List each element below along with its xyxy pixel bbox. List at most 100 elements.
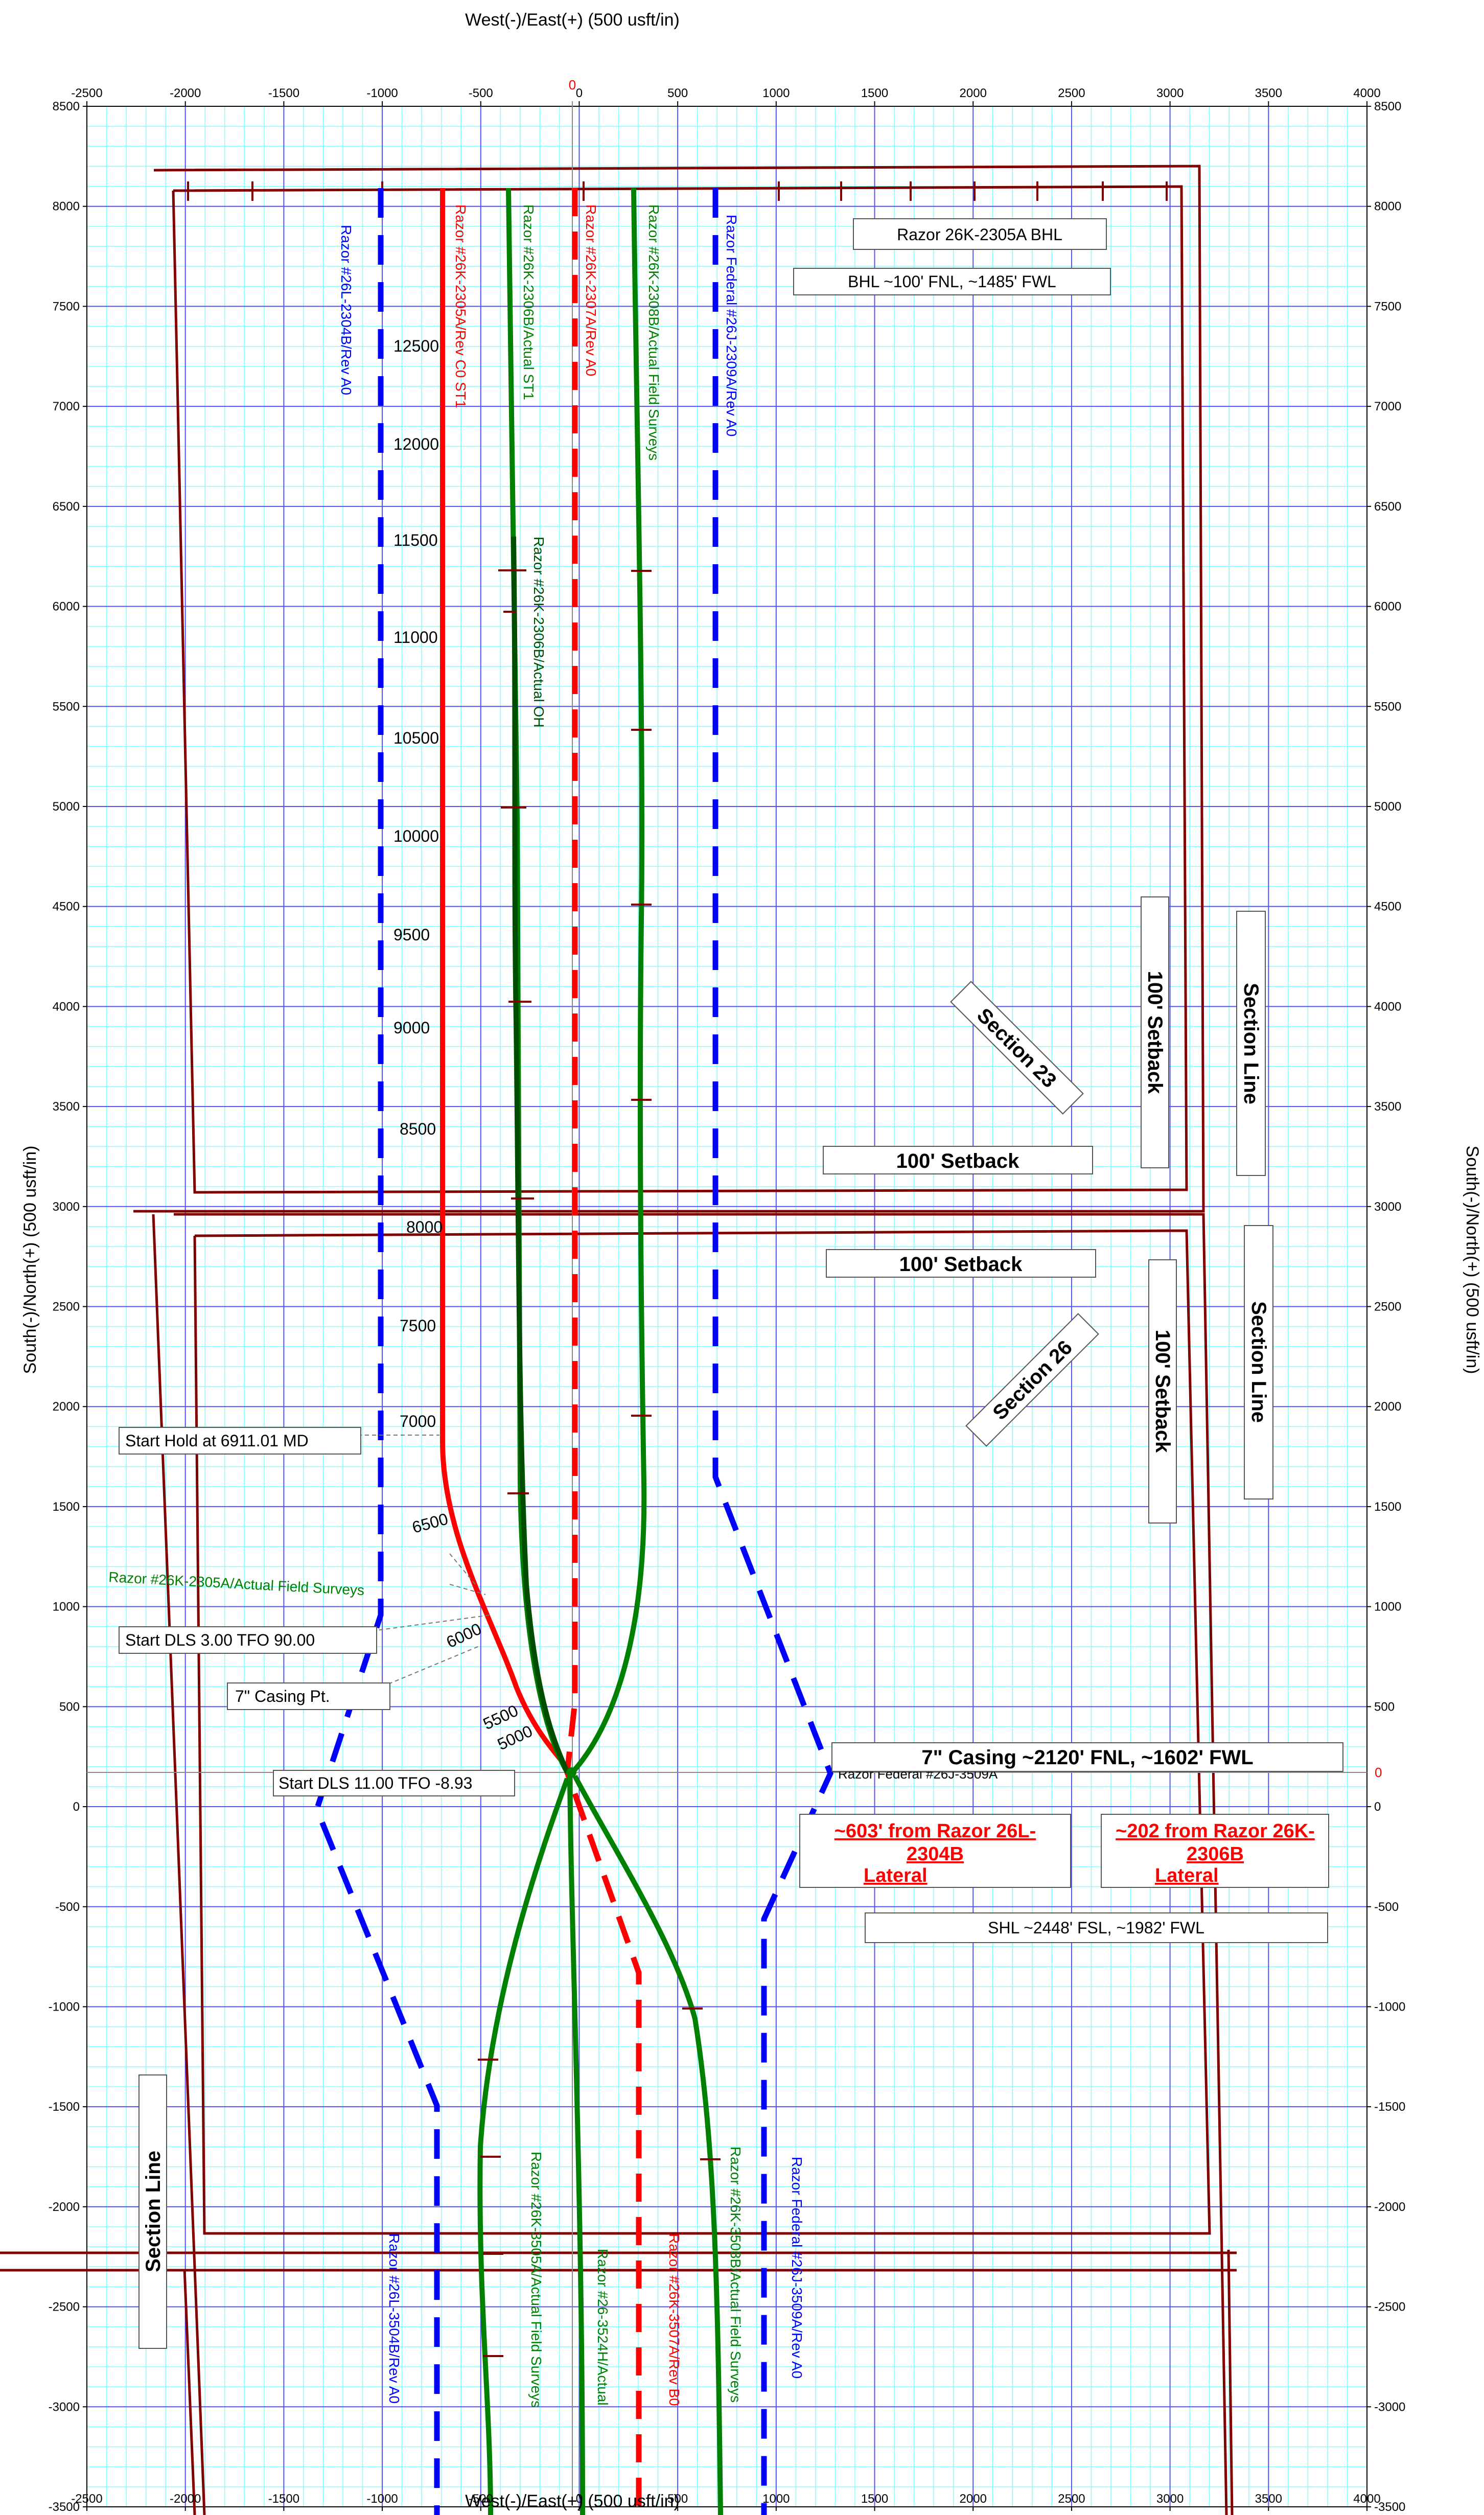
md-label-11000: 11000: [393, 628, 438, 647]
md-labels: 12500 12000 11500 11000 10500 10000 9500…: [393, 337, 535, 1753]
x-tick-label-bottom: 2000: [960, 2492, 987, 2506]
x-tick-label-bottom: 0: [576, 2492, 583, 2506]
wellbores: [314, 188, 833, 2515]
y-tick-label-right: 2500: [1374, 1300, 1401, 1314]
y-tick-label-left: 8000: [53, 200, 80, 214]
x-tick-label-top: -500: [469, 86, 493, 100]
y-tick-label-right: -1500: [1374, 2100, 1405, 2114]
y-tick-label-right: 4500: [1374, 900, 1401, 914]
y-tick-label-right: 3500: [1374, 1100, 1401, 1114]
start-hold-text: Start Hold at 6911.01 MD: [125, 1432, 309, 1450]
wellbore-tick-marks: [478, 569, 721, 2357]
y-tick-label-right: -2000: [1374, 2200, 1405, 2214]
section-line-label-3: Section Line: [142, 2151, 165, 2272]
y-tick-label-right: 500: [1374, 1700, 1395, 1714]
y-tick-label-left: -1000: [49, 2000, 80, 2014]
y-tick-label-right: -2500: [1374, 2300, 1405, 2314]
well-26k-2306b-oh-path: [511, 536, 570, 1773]
y-tick-label-right: 7500: [1374, 299, 1401, 313]
section-23-outer: [133, 165, 1205, 1213]
y-tick-label-left: 3000: [53, 1200, 80, 1214]
leader-lines: [357, 1435, 491, 1685]
section-23-setback: [172, 185, 1188, 1194]
label-26l-2304b: Razor #26L-2304B/Rev A0: [338, 225, 354, 395]
casing-location-text: 7" Casing ~2120' FNL, ~1602' FWL: [921, 1746, 1253, 1769]
md-label-9000: 9000: [393, 1019, 430, 1037]
label-26k-2306b-oh: Razor #26K-2306B/Actual OH: [531, 537, 547, 728]
x-tick-label-top: 500: [667, 86, 688, 100]
zero-label-right: 0: [1375, 1765, 1382, 1780]
distance-to-2304b-line1: ~603' from Razor 26L-: [834, 1820, 1036, 1842]
label-26l-3504b: Razor #26L-3504B/Rev A0: [386, 2233, 402, 2404]
x-tick-label-top: 1500: [861, 86, 888, 100]
section-26-setback: [193, 1229, 1211, 2235]
distance-to-2304b-line2: 2304B: [907, 1843, 964, 1865]
y-tick-label-right: -500: [1374, 1900, 1399, 1914]
distance-to-2306b-line3: Lateral: [1155, 1865, 1219, 1886]
x-axis-title-top: West(-)/East(+) (500 usft/in): [465, 10, 680, 30]
md-label-12000: 12000: [393, 435, 439, 453]
casing-point-text: 7" Casing Pt.: [235, 1687, 330, 1705]
x-tick-label-bottom: 500: [667, 2492, 688, 2506]
shl-text: SHL ~2448' FSL, ~1982' FWL: [988, 1919, 1204, 1937]
md-label-12500: 12500: [393, 337, 439, 355]
md-label-7000: 7000: [400, 1412, 436, 1430]
label-26k-3505a: Razor #26K-3505A/Actual Field Surveys: [528, 2152, 544, 2408]
y-tick-label-left: 5500: [53, 700, 80, 713]
x-tick-label-bottom: 3000: [1156, 2492, 1184, 2506]
y-tick-label-left: 4500: [53, 900, 80, 914]
y-tick-label-right: 8500: [1374, 100, 1401, 113]
y-tick-label-left: 2500: [53, 1300, 80, 1314]
setback-vertical-1: 100' Setback: [1144, 971, 1166, 1095]
y-tick-label-left: 6000: [53, 600, 80, 614]
x-tick-label-bottom: 1000: [762, 2492, 790, 2506]
label-26k-2308b: Razor #26K-2308B/Actual Field Surveys: [646, 204, 662, 460]
well-26-3524h-path: [567, 1775, 585, 2515]
y-tick-label-left: -500: [55, 1900, 80, 1914]
y-tick-label-right: 6500: [1374, 500, 1401, 514]
x-tick-label-top: 2500: [1058, 86, 1085, 100]
y-tick-label-left: 5000: [53, 800, 80, 814]
annotation-boxes: Razor 26K-2305A BHL BHL ~100' FNL, ~1485…: [119, 218, 1343, 2349]
x-tick-label-bottom: -2000: [170, 2492, 201, 2506]
y-tick-label-left: 2000: [53, 1400, 80, 1414]
x-tick-label-top: -1500: [268, 86, 299, 100]
label-26k-3508b: Razor #26K-3508B/Actual Field Surveys: [728, 2147, 744, 2403]
y-tick-label-left: 4000: [53, 1000, 80, 1013]
md-label-8500: 8500: [400, 1120, 436, 1138]
x-tick-label-top: -2500: [71, 86, 102, 100]
y-tick-label-right: 5500: [1374, 700, 1401, 713]
y-tick-label-left: 3500: [53, 1100, 80, 1114]
x-tick-label-top: 0: [576, 86, 583, 100]
y-tick-label-left: -3000: [49, 2400, 80, 2414]
y-tick-label-right: 6000: [1374, 600, 1401, 614]
x-tick-label-bottom: 4000: [1353, 2492, 1380, 2506]
x-tick-label-bottom: -500: [469, 2492, 493, 2506]
distance-to-2306b-line2: 2306B: [1187, 1843, 1244, 1865]
setback-label-2: 100' Setback: [899, 1253, 1023, 1276]
y-tick-label-right: -3500: [1374, 2500, 1405, 2514]
md-label-9500: 9500: [393, 926, 430, 944]
y-tick-label-left: -3500: [49, 2500, 80, 2514]
y-axis-title-left: South(-)/North(+) (500 usft/in): [20, 1146, 40, 1374]
x-tick-label-bottom: 2500: [1058, 2492, 1085, 2506]
section-line-label-1: Section Line: [1240, 983, 1262, 1104]
label-26k-2306b-st1: Razor #26K-2306B/Actual ST1: [521, 204, 537, 400]
well-26l-2304b-path: [314, 188, 440, 2515]
x-tick-label-top: 3000: [1156, 86, 1184, 100]
label-26j-3509a: Razor Federal #26J-3509A/Rev A0: [789, 2157, 805, 2379]
section-line-label-2: Section Line: [1247, 1301, 1270, 1423]
x-tick-label-top: 2000: [960, 86, 987, 100]
x-axis-title-bottom: West(-)/East(+) (500 usft/in): [465, 2491, 680, 2511]
x-tick-label-top: -1000: [366, 86, 398, 100]
y-tick-label-left: -2500: [49, 2300, 80, 2314]
label-26-3524h: Razor #26-3524H/Actual: [595, 2249, 611, 2406]
y-tick-label-right: -1000: [1374, 2000, 1405, 2014]
well-26k-3508b-path: [572, 1774, 723, 2515]
setback-label-1: 100' Setback: [896, 1150, 1020, 1172]
y-tick-label-right: -3000: [1374, 2400, 1405, 2414]
md-label-10500: 10500: [393, 729, 439, 747]
distance-to-2306b-line1: ~202 from Razor 26K-: [1116, 1820, 1315, 1842]
y-tick-label-left: 1500: [53, 1500, 80, 1514]
y-tick-label-left: 500: [59, 1700, 80, 1714]
